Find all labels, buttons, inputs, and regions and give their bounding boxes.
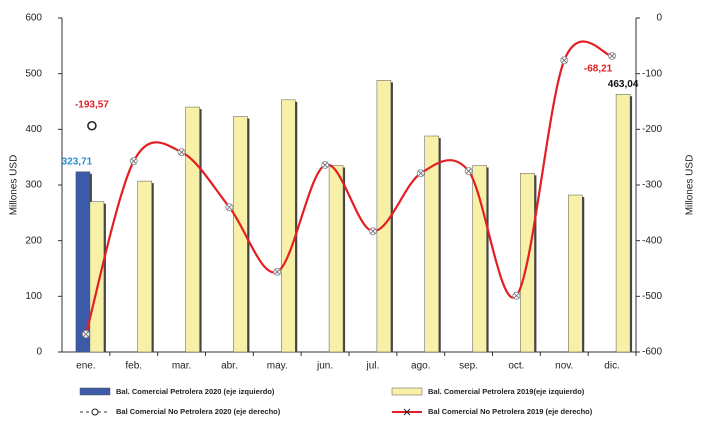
marker <box>512 291 521 300</box>
marker <box>464 167 473 176</box>
x-tick-label: jun. <box>316 361 333 372</box>
x-tick-label: dic. <box>604 361 620 372</box>
line <box>84 40 613 335</box>
y-axis-label: Millones USD <box>9 155 20 216</box>
x-tick-label: abr. <box>221 361 238 372</box>
y-tick-label: 300 <box>25 180 42 191</box>
marker-x <box>513 292 520 299</box>
bar <box>185 106 200 353</box>
y2-tick-label: -400 <box>642 235 662 246</box>
x-tick-label: feb. <box>125 361 142 372</box>
marker-x <box>465 168 472 174</box>
marker-x <box>274 269 281 275</box>
bar <box>137 180 152 353</box>
bar <box>472 165 487 353</box>
y-tick-label: 400 <box>25 124 42 135</box>
legend-label: Bal Comercial No Petrolera 2019 (eje der… <box>428 407 593 416</box>
bar <box>233 116 248 353</box>
bar <box>568 194 583 353</box>
legend-swatch <box>391 387 423 396</box>
y2-tick-label: -300 <box>642 180 662 191</box>
x-tick-label: ene. <box>76 361 95 372</box>
x-tick-label: ago. <box>411 361 430 372</box>
value-label: 323,71 <box>62 156 93 167</box>
bar <box>328 165 344 353</box>
marker <box>81 330 90 339</box>
bar <box>376 80 392 353</box>
marker-x <box>561 57 568 64</box>
marker <box>416 169 425 178</box>
bar <box>89 201 105 353</box>
x-tick-label: nov. <box>555 361 573 372</box>
marker <box>321 160 330 169</box>
marker-x <box>417 170 424 177</box>
value-label: 463,04 <box>608 79 639 90</box>
x-tick-label: oct. <box>508 361 524 372</box>
marker-x <box>322 162 328 168</box>
bar <box>424 135 439 353</box>
marker <box>608 51 617 60</box>
marker <box>129 157 138 166</box>
marker <box>225 203 234 212</box>
value-label: -68,21 <box>584 64 613 75</box>
y2-tick-label: 0 <box>656 13 662 24</box>
y2-tick-label: -200 <box>642 124 662 135</box>
x-tick-label: jul. <box>366 361 380 372</box>
legend-swatch <box>91 408 99 416</box>
marker-x <box>130 158 137 164</box>
value-label: -193,57 <box>75 99 109 110</box>
legend-swatch <box>403 408 411 416</box>
legend-label: Bal Comercial No Petrolera 2020 (eje der… <box>116 407 281 416</box>
marker-x <box>178 149 185 155</box>
y-tick-label: 0 <box>36 347 42 358</box>
marker <box>273 267 282 276</box>
x-tick-label: sep. <box>459 361 478 372</box>
bar <box>281 99 296 353</box>
y2-tick-label: -600 <box>642 347 662 358</box>
legend-label: Bal. Comercial Petrolera 2019(eje izquie… <box>428 387 585 396</box>
marker <box>177 148 186 157</box>
marker-x <box>83 331 89 337</box>
legend-swatch <box>79 387 111 396</box>
y-tick-label: 200 <box>25 235 42 246</box>
y-tick-label: 500 <box>25 68 42 79</box>
marker-x <box>226 204 233 211</box>
bar <box>615 93 631 353</box>
marker <box>87 121 97 131</box>
marker <box>560 56 569 65</box>
y2-axis-label: Millones USD <box>685 155 696 216</box>
x-tick-label: may. <box>267 361 288 372</box>
marker-x <box>370 228 376 234</box>
y2-tick-label: -100 <box>642 68 662 79</box>
marker <box>368 227 377 236</box>
x-tick-label: mar. <box>172 361 191 372</box>
marker-x <box>609 53 615 59</box>
y2-tick-label: -500 <box>642 291 662 302</box>
legend-label: Bal. Comercial Petrolera 2020 (eje izqui… <box>116 387 275 396</box>
y-tick-label: 600 <box>25 13 42 24</box>
y-tick-label: 100 <box>25 291 42 302</box>
